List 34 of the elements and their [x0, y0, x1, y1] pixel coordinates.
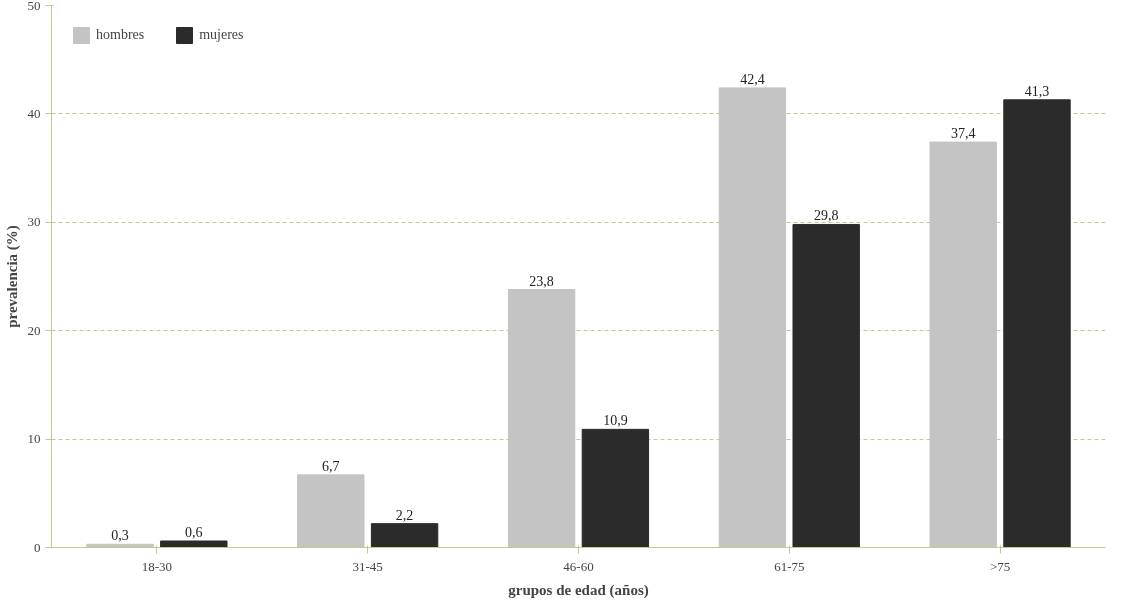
legend-label: mujeres	[199, 27, 244, 43]
x-axis-title: grupos de edad (años)	[508, 581, 649, 599]
y-tick-label: 40	[27, 105, 41, 121]
data-label: 10,9	[603, 413, 628, 429]
y-tick-label: 30	[27, 214, 41, 230]
bar	[370, 523, 439, 548]
data-label: 2,2	[395, 507, 414, 523]
data-label: 42,4	[740, 71, 765, 87]
bar	[1003, 99, 1071, 548]
data-label: 37,4	[950, 126, 976, 142]
data-label: 0,6	[185, 525, 203, 540]
bar	[160, 540, 228, 548]
y-tick-label: 50	[27, 0, 41, 13]
data-label: 6,7	[322, 458, 340, 474]
data-label: 23,8	[529, 273, 554, 289]
x-tick-label: 18-30	[141, 558, 173, 574]
data-label: 29,8	[813, 208, 839, 224]
legend-label: hombres	[96, 27, 145, 43]
y-tick-label: 0	[34, 539, 41, 555]
data-label: 0,3	[111, 528, 129, 544]
x-tick-label: 31-45	[352, 558, 383, 574]
data-label: 41,3	[1024, 83, 1050, 99]
x-tick-label: 61-75	[774, 558, 805, 574]
bar	[297, 474, 365, 548]
y-tick-label: 20	[27, 322, 41, 338]
y-tick-label: 10	[27, 431, 41, 447]
x-tick-label: 46-60	[563, 558, 594, 574]
bar	[507, 289, 576, 548]
x-tick-label: >75	[989, 558, 1011, 574]
bar	[718, 87, 787, 548]
bar	[792, 223, 860, 548]
y-axis-title: prevalencia (%)	[3, 225, 21, 328]
bar	[581, 428, 650, 548]
bar	[929, 141, 997, 548]
